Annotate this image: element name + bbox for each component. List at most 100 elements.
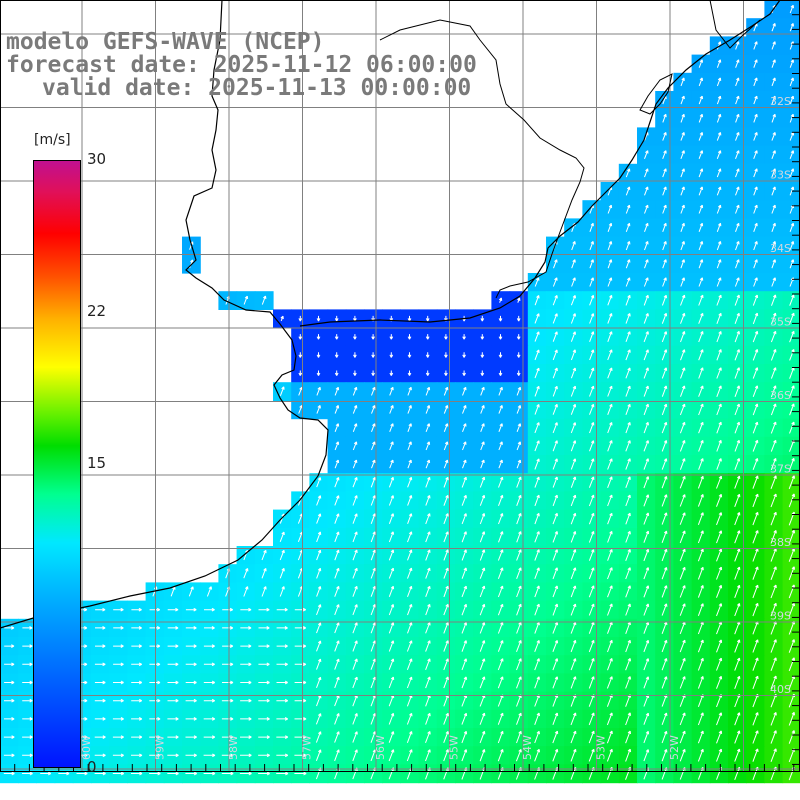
wind-arrow <box>679 458 686 470</box>
wind-arrow <box>552 585 559 598</box>
wind-arrow <box>643 730 650 744</box>
wind-arrow <box>697 566 704 580</box>
wind-arrow <box>734 458 741 470</box>
wind-arrow <box>534 730 540 744</box>
wind-arrow <box>771 277 776 287</box>
wind-arrow <box>752 748 759 762</box>
wind-arrow <box>716 186 722 196</box>
wind-arrow <box>298 370 303 376</box>
wind-arrow <box>316 386 321 396</box>
wind-arrow <box>461 640 467 652</box>
wind-arrow <box>498 513 504 525</box>
wind-arrow <box>334 513 340 524</box>
wind-arrow <box>371 386 376 396</box>
wind-arrow <box>570 403 577 415</box>
wind-arrow <box>770 566 777 580</box>
wind-arrow <box>334 749 340 762</box>
wind-arrow <box>22 735 33 739</box>
wind-arrow <box>149 626 161 630</box>
wind-arrow <box>680 132 685 141</box>
wind-arrow <box>334 622 340 634</box>
wind-arrow <box>698 439 704 452</box>
wind-arrow <box>534 658 540 671</box>
wind-arrow <box>552 640 559 652</box>
wind-arrow <box>698 294 704 306</box>
wind-arrow <box>625 277 631 287</box>
wind-arrow <box>462 405 467 414</box>
wind-arrow <box>425 513 431 525</box>
wind-arrows <box>3 4 795 781</box>
wind-arrow <box>571 241 576 251</box>
wind-arrow <box>276 644 288 648</box>
wind-arrow <box>770 439 777 452</box>
wind-arrow <box>753 186 758 196</box>
wind-arrow <box>625 222 631 232</box>
wind-arrow <box>371 370 375 376</box>
wind-arrow <box>425 676 431 689</box>
wind-arrow <box>497 640 504 652</box>
wind-arrow <box>352 567 358 579</box>
wind-arrow <box>407 370 412 376</box>
wind-arrow <box>607 313 613 324</box>
wind-arrow <box>534 549 540 561</box>
wind-arrow <box>334 441 340 451</box>
wind-arrow <box>388 567 395 579</box>
wind-arrow <box>697 475 704 489</box>
wind-arrow <box>425 622 431 634</box>
wind-arrow <box>461 730 468 744</box>
wind-arrow <box>771 132 776 141</box>
wind-arrow <box>443 585 449 598</box>
wind-arrow <box>479 513 486 525</box>
wind-arrow <box>185 717 197 721</box>
wind-arrow <box>661 585 668 598</box>
wind-arrow <box>589 259 594 269</box>
wind-arrow <box>516 640 522 652</box>
wind-arrow <box>643 294 649 306</box>
wind-arrow <box>644 168 649 178</box>
wind-arrow <box>389 370 394 376</box>
wind-arrow <box>371 405 376 414</box>
wind-arrow <box>734 367 740 379</box>
wind-arrow <box>697 530 704 544</box>
latitude-label: 39S <box>770 610 791 623</box>
wind-arrow <box>716 730 723 744</box>
wind-arrow <box>425 352 430 358</box>
wind-arrow <box>588 476 595 488</box>
longitude-label: 60W <box>80 735 93 760</box>
wind-arrow <box>679 639 686 653</box>
wind-arrow <box>240 698 252 703</box>
wind-arrow <box>221 698 234 703</box>
wind-arrow <box>388 549 395 561</box>
wind-arrow <box>443 423 449 432</box>
wind-arrow <box>240 680 252 685</box>
wind-arrow <box>698 150 704 159</box>
wind-arrow <box>352 549 358 561</box>
wind-arrow <box>316 352 321 358</box>
wind-arrow <box>716 421 722 434</box>
wind-arrow <box>589 422 595 434</box>
wind-arrow <box>4 626 15 630</box>
wind-arrow <box>276 662 288 667</box>
wind-arrow <box>261 586 267 597</box>
wind-arrow <box>644 150 649 159</box>
wind-arrow <box>352 640 358 652</box>
wind-arrow <box>479 603 486 616</box>
wind-arrow <box>443 712 449 725</box>
wind-arrow <box>607 422 613 434</box>
title-model: modelo GEFS-WAVE (NCEP) <box>6 29 325 55</box>
wind-arrow <box>607 585 613 598</box>
wind-arrow <box>276 753 289 758</box>
wind-arrow <box>662 113 667 123</box>
wind-arrow <box>734 566 741 580</box>
wind-arrow <box>370 549 376 561</box>
colorbar-unit-label: [m/s] <box>34 132 71 148</box>
wind-arrow <box>22 680 33 685</box>
wind-arrow <box>716 277 722 287</box>
wind-arrow <box>771 59 776 68</box>
wind-arrow <box>167 771 179 776</box>
wind-arrow <box>753 241 758 251</box>
wind-arrow <box>698 95 704 105</box>
wind-arrow <box>58 771 70 776</box>
wind-arrow <box>243 568 249 579</box>
wind-arrow <box>479 531 486 543</box>
